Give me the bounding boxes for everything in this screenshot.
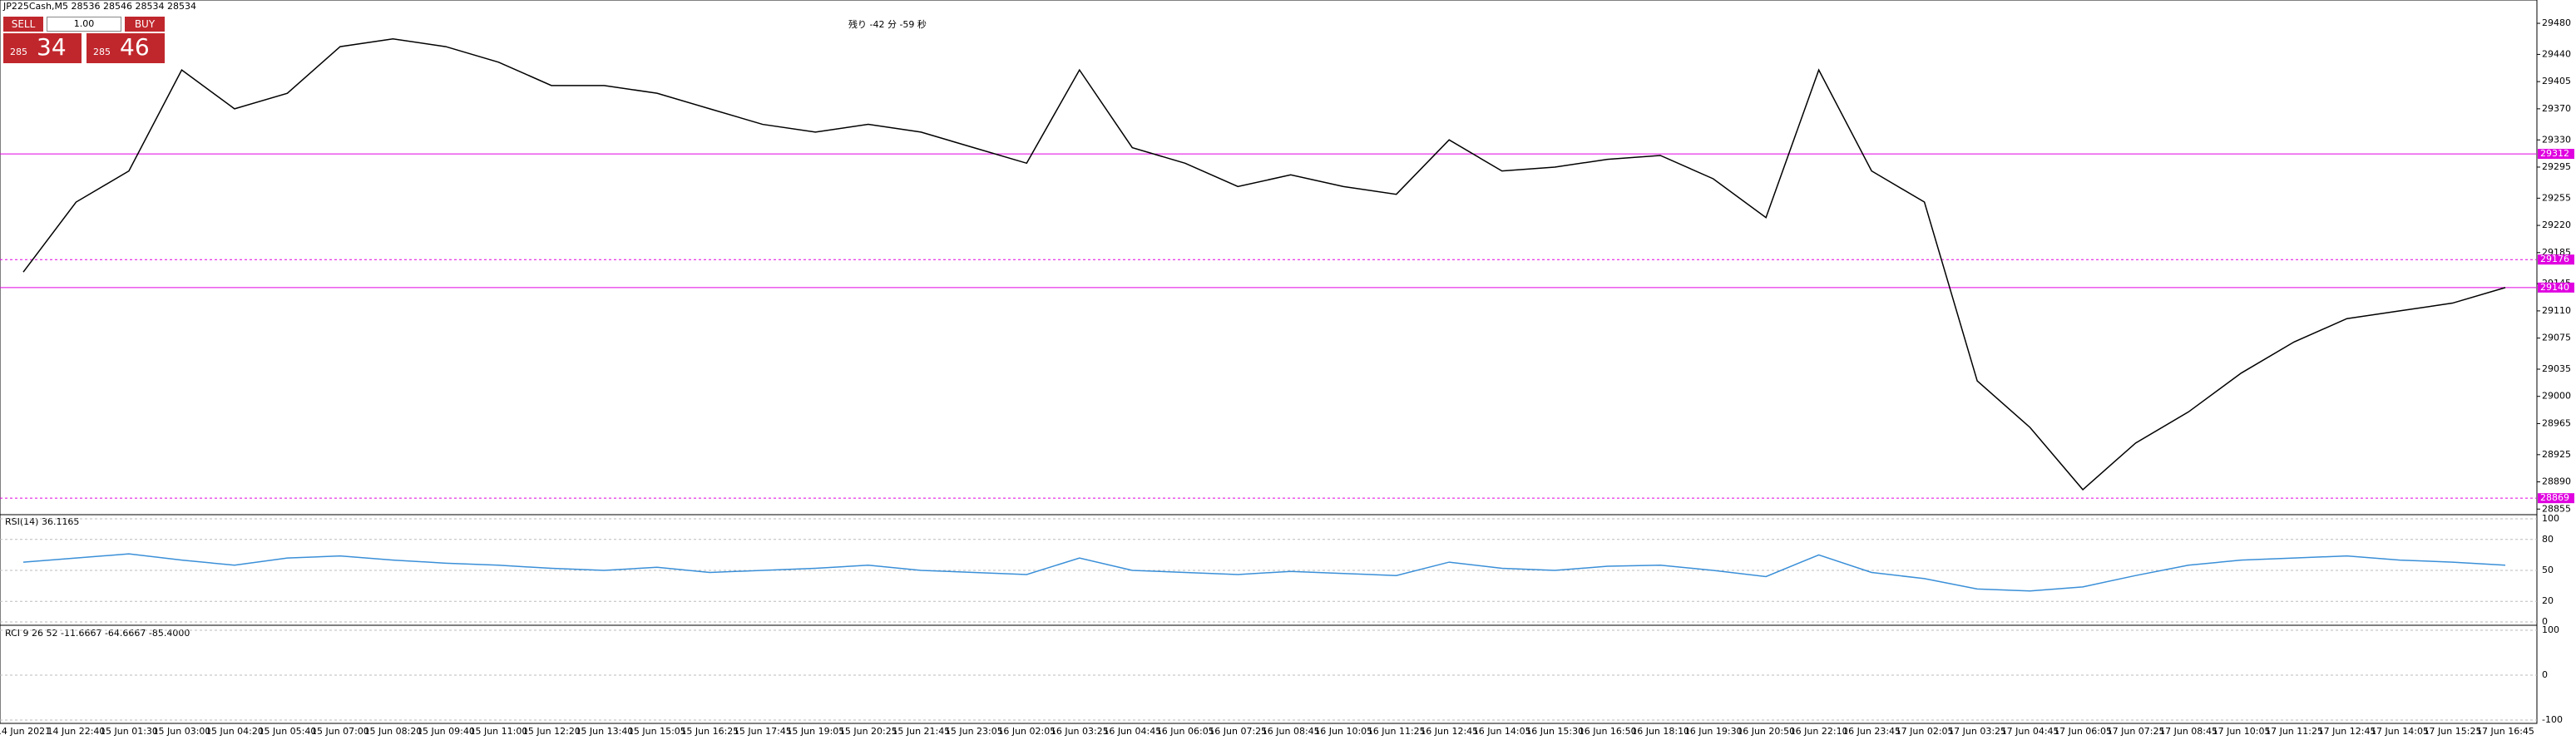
- x-tick-label: 15 Jun 17:45: [734, 726, 792, 737]
- x-tick-label: 17 Jun 11:25: [2265, 726, 2323, 737]
- x-tick-label: 15 Jun 20:25: [839, 726, 897, 737]
- y-tick-label: 28855: [2542, 503, 2571, 514]
- x-tick-label: 14 Jun 22:40: [47, 726, 106, 737]
- y-tick-label: 29075: [2542, 333, 2571, 343]
- x-tick-label: 15 Jun 21:45: [892, 726, 950, 737]
- sell-price-small: 285: [10, 47, 27, 57]
- y-tick-label: 28890: [2542, 476, 2571, 487]
- x-tick-label: 16 Jun 16:50: [1579, 726, 1637, 737]
- sell-price[interactable]: 285 34: [3, 33, 82, 63]
- sell-button[interactable]: SELL: [3, 17, 43, 32]
- volume-input[interactable]: 1.00: [47, 17, 121, 32]
- y-tick-label: 29295: [2542, 161, 2571, 172]
- x-tick-label: 16 Jun 11:25: [1367, 726, 1426, 737]
- y-tick-label: -100: [2542, 714, 2563, 725]
- x-tick-label: 15 Jun 04:20: [205, 726, 264, 737]
- x-tick-label: 15 Jun 16:25: [680, 726, 739, 737]
- y-tick-label: 100: [2542, 624, 2559, 635]
- buy-button[interactable]: BUY: [125, 17, 165, 32]
- x-tick-label: 15 Jun 15:05: [628, 726, 686, 737]
- y-tick-label: 29035: [2542, 363, 2571, 374]
- rsi-line: [22, 553, 2506, 592]
- y-tick-label: 29220: [2542, 220, 2571, 230]
- x-tick-label: 17 Jun 08:45: [2159, 726, 2218, 737]
- price-level-tag: [2538, 254, 2574, 265]
- price-level-tag: [2538, 149, 2574, 160]
- x-tick-label: 17 Jun 03:25: [1948, 726, 2006, 737]
- price-level-tag: [2538, 282, 2574, 293]
- x-tick-label: 14 Jun 2021: [0, 726, 51, 737]
- y-tick-label: 29000: [2542, 391, 2571, 402]
- x-tick-label: 15 Jun 03:00: [153, 726, 211, 737]
- x-tick-label: 16 Jun 02:05: [997, 726, 1056, 737]
- x-tick-label: 17 Jun 02:05: [1896, 726, 1954, 737]
- x-tick-label: 15 Jun 19:05: [786, 726, 844, 737]
- y-tick-label: 80: [2542, 534, 2554, 545]
- x-tick-label: 15 Jun 07:00: [311, 726, 369, 737]
- x-tick-label: 17 Jun 07:25: [2107, 726, 2165, 737]
- x-tick-label: 17 Jun 06:05: [2054, 726, 2112, 737]
- rsi-label: RSI(14) 36.1165: [5, 516, 79, 527]
- x-tick-label: 17 Jun 04:45: [2001, 726, 2059, 737]
- x-tick-label: 16 Jun 15:30: [1525, 726, 1584, 737]
- y-tick-label: 28965: [2542, 417, 2571, 428]
- x-tick-label: 17 Jun 14:05: [2371, 726, 2429, 737]
- y-tick-label: 29440: [2542, 48, 2571, 59]
- x-tick-label: 16 Jun 07:25: [1209, 726, 1267, 737]
- price-level-tag: [2538, 493, 2574, 504]
- x-tick-label: 16 Jun 04:45: [1103, 726, 1161, 737]
- x-tick-label: 17 Jun 16:45: [2476, 726, 2534, 737]
- rci-label: RCI 9 26 52 -11.6667 -64.6667 -85.4000: [5, 628, 190, 639]
- buy-price-big: 46: [120, 33, 150, 61]
- y-tick-label: 0: [2542, 616, 2548, 627]
- y-tick-label: 29405: [2542, 76, 2571, 86]
- y-tick-label: 0: [2542, 669, 2548, 680]
- y-tick-label: 29110: [2542, 305, 2571, 316]
- x-tick-label: 16 Jun 14:05: [1473, 726, 1531, 737]
- x-tick-label: 15 Jun 12:20: [522, 726, 581, 737]
- price-level-label: 29312: [2540, 148, 2569, 159]
- x-tick-label: 15 Jun 09:40: [417, 726, 475, 737]
- y-tick-label: 29330: [2542, 134, 2571, 145]
- x-tick-label: 15 Jun 11:00: [469, 726, 527, 737]
- y-tick-label: 29255: [2542, 192, 2571, 203]
- y-tick-label: 100: [2542, 513, 2559, 524]
- countdown: 残り -42 分 -59 秒: [848, 18, 927, 30]
- y-tick-label: 50: [2542, 565, 2554, 575]
- price-level-label: 28869: [2540, 492, 2569, 503]
- buy-price-small: 285: [93, 47, 111, 57]
- x-tick-label: 17 Jun 12:45: [2318, 726, 2376, 737]
- x-tick-label: 15 Jun 01:30: [100, 726, 158, 737]
- x-tick-label: 16 Jun 03:25: [1051, 726, 1109, 737]
- x-tick-label: 16 Jun 22:10: [1790, 726, 1848, 737]
- x-tick-label: 16 Jun 08:45: [1262, 726, 1320, 737]
- price-level-label: 29176: [2540, 254, 2569, 264]
- price-line: [22, 37, 2506, 491]
- x-tick-label: 15 Jun 05:40: [259, 726, 317, 737]
- x-tick-label: 16 Jun 10:05: [1314, 726, 1372, 737]
- price-level-label: 29140: [2540, 282, 2569, 293]
- x-tick-label: 16 Jun 12:45: [1420, 726, 1478, 737]
- plot-frame: [0, 0, 2538, 724]
- symbol-header: JP225Cash,M5 28536 28546 28534 28534: [2, 1, 196, 12]
- y-tick-label: 29370: [2542, 103, 2571, 114]
- x-tick-label: 16 Jun 06:05: [1156, 726, 1214, 737]
- x-tick-label: 16 Jun 20:50: [1737, 726, 1795, 737]
- sell-price-big: 34: [37, 33, 67, 61]
- x-tick-label: 16 Jun 23:45: [1842, 726, 1901, 737]
- x-tick-label: 16 Jun 18:10: [1631, 726, 1689, 737]
- x-tick-label: 16 Jun 19:30: [1684, 726, 1743, 737]
- trade-panel: SELL 1.00 BUY 285 34 285 46: [3, 17, 166, 67]
- y-tick-label: 29480: [2542, 17, 2571, 28]
- y-tick-label: 20: [2542, 595, 2554, 606]
- x-tick-label: 15 Jun 23:05: [945, 726, 1003, 737]
- x-tick-label: 15 Jun 13:40: [575, 726, 633, 737]
- buy-price[interactable]: 285 46: [87, 33, 165, 63]
- x-tick-label: 17 Jun 15:25: [2424, 726, 2482, 737]
- x-tick-label: 17 Jun 10:05: [2213, 726, 2271, 737]
- y-tick-label: 28925: [2542, 449, 2571, 460]
- x-tick-label: 15 Jun 08:20: [363, 726, 422, 737]
